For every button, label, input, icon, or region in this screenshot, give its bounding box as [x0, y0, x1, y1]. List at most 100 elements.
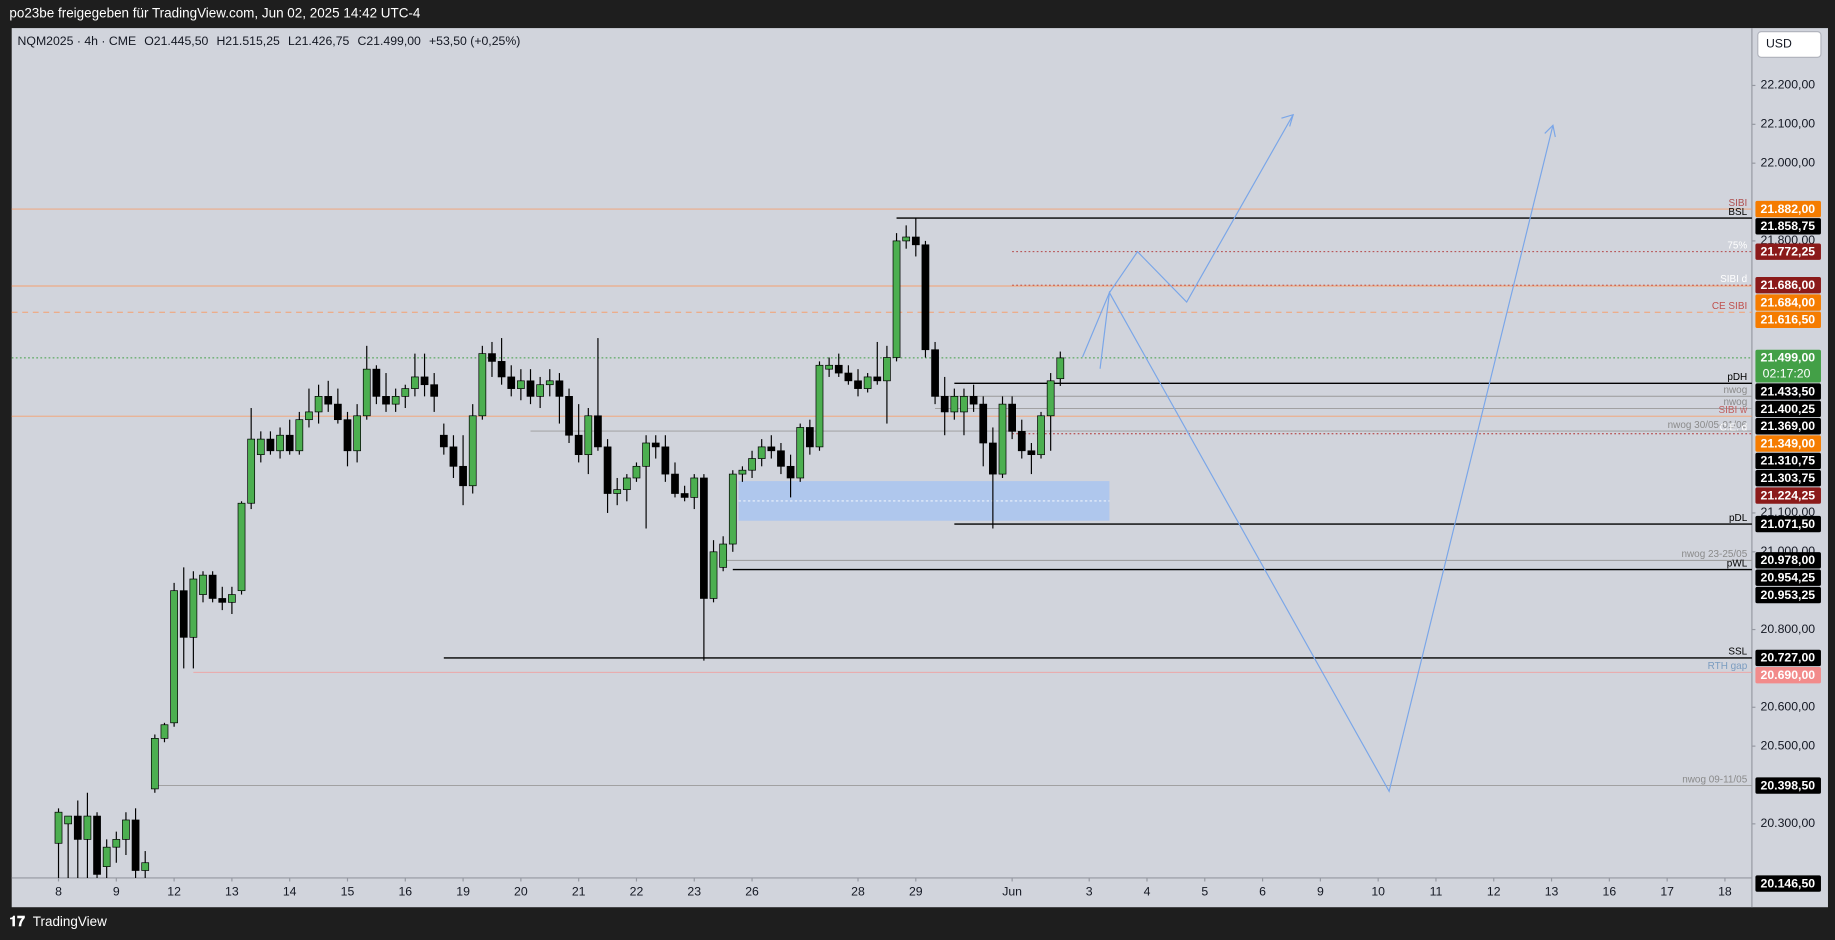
candle-body: [353, 415, 361, 452]
candle-body: [661, 446, 670, 475]
price-badge-label: 20.727,00: [1761, 651, 1816, 665]
candle-body: [218, 598, 227, 603]
candle-body: [728, 473, 737, 545]
x-tick-label: 12: [1487, 884, 1501, 898]
x-tick-label: 8: [55, 884, 62, 898]
candle-body: [642, 442, 650, 467]
candle-body: [873, 376, 882, 382]
candle-body: [700, 477, 708, 599]
level-name: RTH gap: [1708, 661, 1748, 672]
candle-body: [1027, 450, 1036, 456]
share-header: po23be freigegeben für TradingView.com, …: [9, 6, 421, 21]
x-tick-label: 5: [1201, 884, 1208, 898]
projection-path: [1081, 114, 1294, 358]
y-tick-label: 20.500,00: [1761, 738, 1816, 752]
candle-body: [863, 376, 872, 389]
y-tick-label: 22.100,00: [1761, 117, 1816, 131]
x-tick-label: 18: [1718, 884, 1732, 898]
level-name: SIBI: [1728, 198, 1747, 209]
price-badge: [1755, 649, 1821, 667]
candle-body: [266, 438, 275, 452]
x-tick-label: 13: [225, 884, 239, 898]
bar-countdown: 02:17:20: [1763, 367, 1811, 381]
candle-body: [179, 590, 188, 638]
ohlc-low: L21.426,75: [288, 34, 350, 48]
level-name: 75%: [1727, 240, 1747, 251]
level-name: BSL: [1728, 207, 1747, 218]
x-tick-label: 26: [745, 884, 759, 898]
candle-body: [517, 380, 525, 389]
candle-body: [276, 434, 284, 452]
candle-body: [748, 458, 756, 471]
candle-body: [150, 738, 159, 790]
candle-body: [208, 574, 217, 599]
candle-body: [613, 489, 622, 494]
y-tick-label: 20.800,00: [1761, 622, 1816, 636]
level-name: SIBI w: [1719, 405, 1749, 416]
x-tick-label: 28: [851, 884, 865, 898]
candle-body: [285, 434, 294, 452]
level-name: nwog 23-25/05: [1681, 549, 1747, 560]
candle-body: [709, 551, 718, 599]
price-badge-label: 21.400,25: [1761, 402, 1816, 416]
candle-body: [574, 434, 583, 456]
candle-body: [256, 438, 265, 456]
y-tick-label: 22.200,00: [1761, 78, 1816, 92]
candle-body: [777, 450, 785, 467]
candle-body: [651, 442, 660, 448]
ohlc-close: C21.499,00: [357, 34, 421, 48]
x-tick-label: 20: [514, 884, 528, 898]
level-name: C.E. d: [1720, 423, 1748, 434]
brand: TradingView: [33, 914, 107, 929]
level-name: nwog: [1723, 397, 1747, 408]
candle-body: [372, 368, 381, 397]
price-badge-label: 21.882,00: [1761, 202, 1816, 216]
candle-body: [411, 376, 419, 389]
price-badge: [1755, 667, 1821, 684]
price-badge-label: 21.369,00: [1761, 419, 1816, 433]
candle-body: [439, 434, 448, 448]
price-badge: [1755, 277, 1821, 294]
symbol-legend: NQM2025 · 4h · CME O21.445,50 H21.515,25…: [18, 34, 521, 48]
level-name: SIBI d: [1720, 274, 1747, 285]
candle-body: [1008, 403, 1016, 432]
candle-body: [131, 819, 140, 871]
candle-body: [314, 396, 323, 413]
price-badge: [1755, 418, 1821, 435]
price-badge-label: 20.954,25: [1761, 571, 1816, 585]
level-name: CE SIBI: [1712, 301, 1747, 312]
price-badge: [1755, 452, 1821, 470]
candle-body: [940, 396, 949, 413]
price-badge-label: 20.690,00: [1761, 668, 1816, 682]
candle-body: [382, 396, 390, 405]
candle-body: [497, 361, 506, 378]
candle-body: [1017, 430, 1026, 452]
candle-body: [757, 446, 766, 459]
currency-button[interactable]: [1757, 31, 1822, 58]
price-badge: [1755, 552, 1821, 569]
x-tick-label: 21: [572, 884, 586, 898]
x-tick-label: 13: [1545, 884, 1559, 898]
candle-body: [989, 442, 997, 475]
candle-body: [1056, 357, 1065, 380]
candle-body: [295, 419, 304, 452]
x-tick-label: 9: [113, 884, 120, 898]
candle-body: [141, 862, 150, 871]
candle-body: [565, 396, 573, 436]
candle-body: [594, 415, 602, 448]
price-badge-label: 21.224,25: [1761, 488, 1816, 502]
candle-body: [805, 427, 814, 448]
candle-body: [622, 477, 631, 490]
candle-body: [237, 502, 246, 592]
candle-body: [911, 236, 920, 246]
candle-body: [690, 477, 699, 498]
price-badge-label: 21.071,50: [1761, 517, 1816, 531]
axes: 22.200,0022.100,0022.000,0021.800,0021.1…: [55, 78, 1815, 899]
projection-drawing: [1081, 113, 1556, 793]
candle-body: [979, 403, 988, 444]
candle-body: [333, 403, 342, 421]
price-badge: [1755, 218, 1821, 235]
currency-label: USD: [1766, 37, 1792, 51]
candle-body: [719, 543, 728, 568]
